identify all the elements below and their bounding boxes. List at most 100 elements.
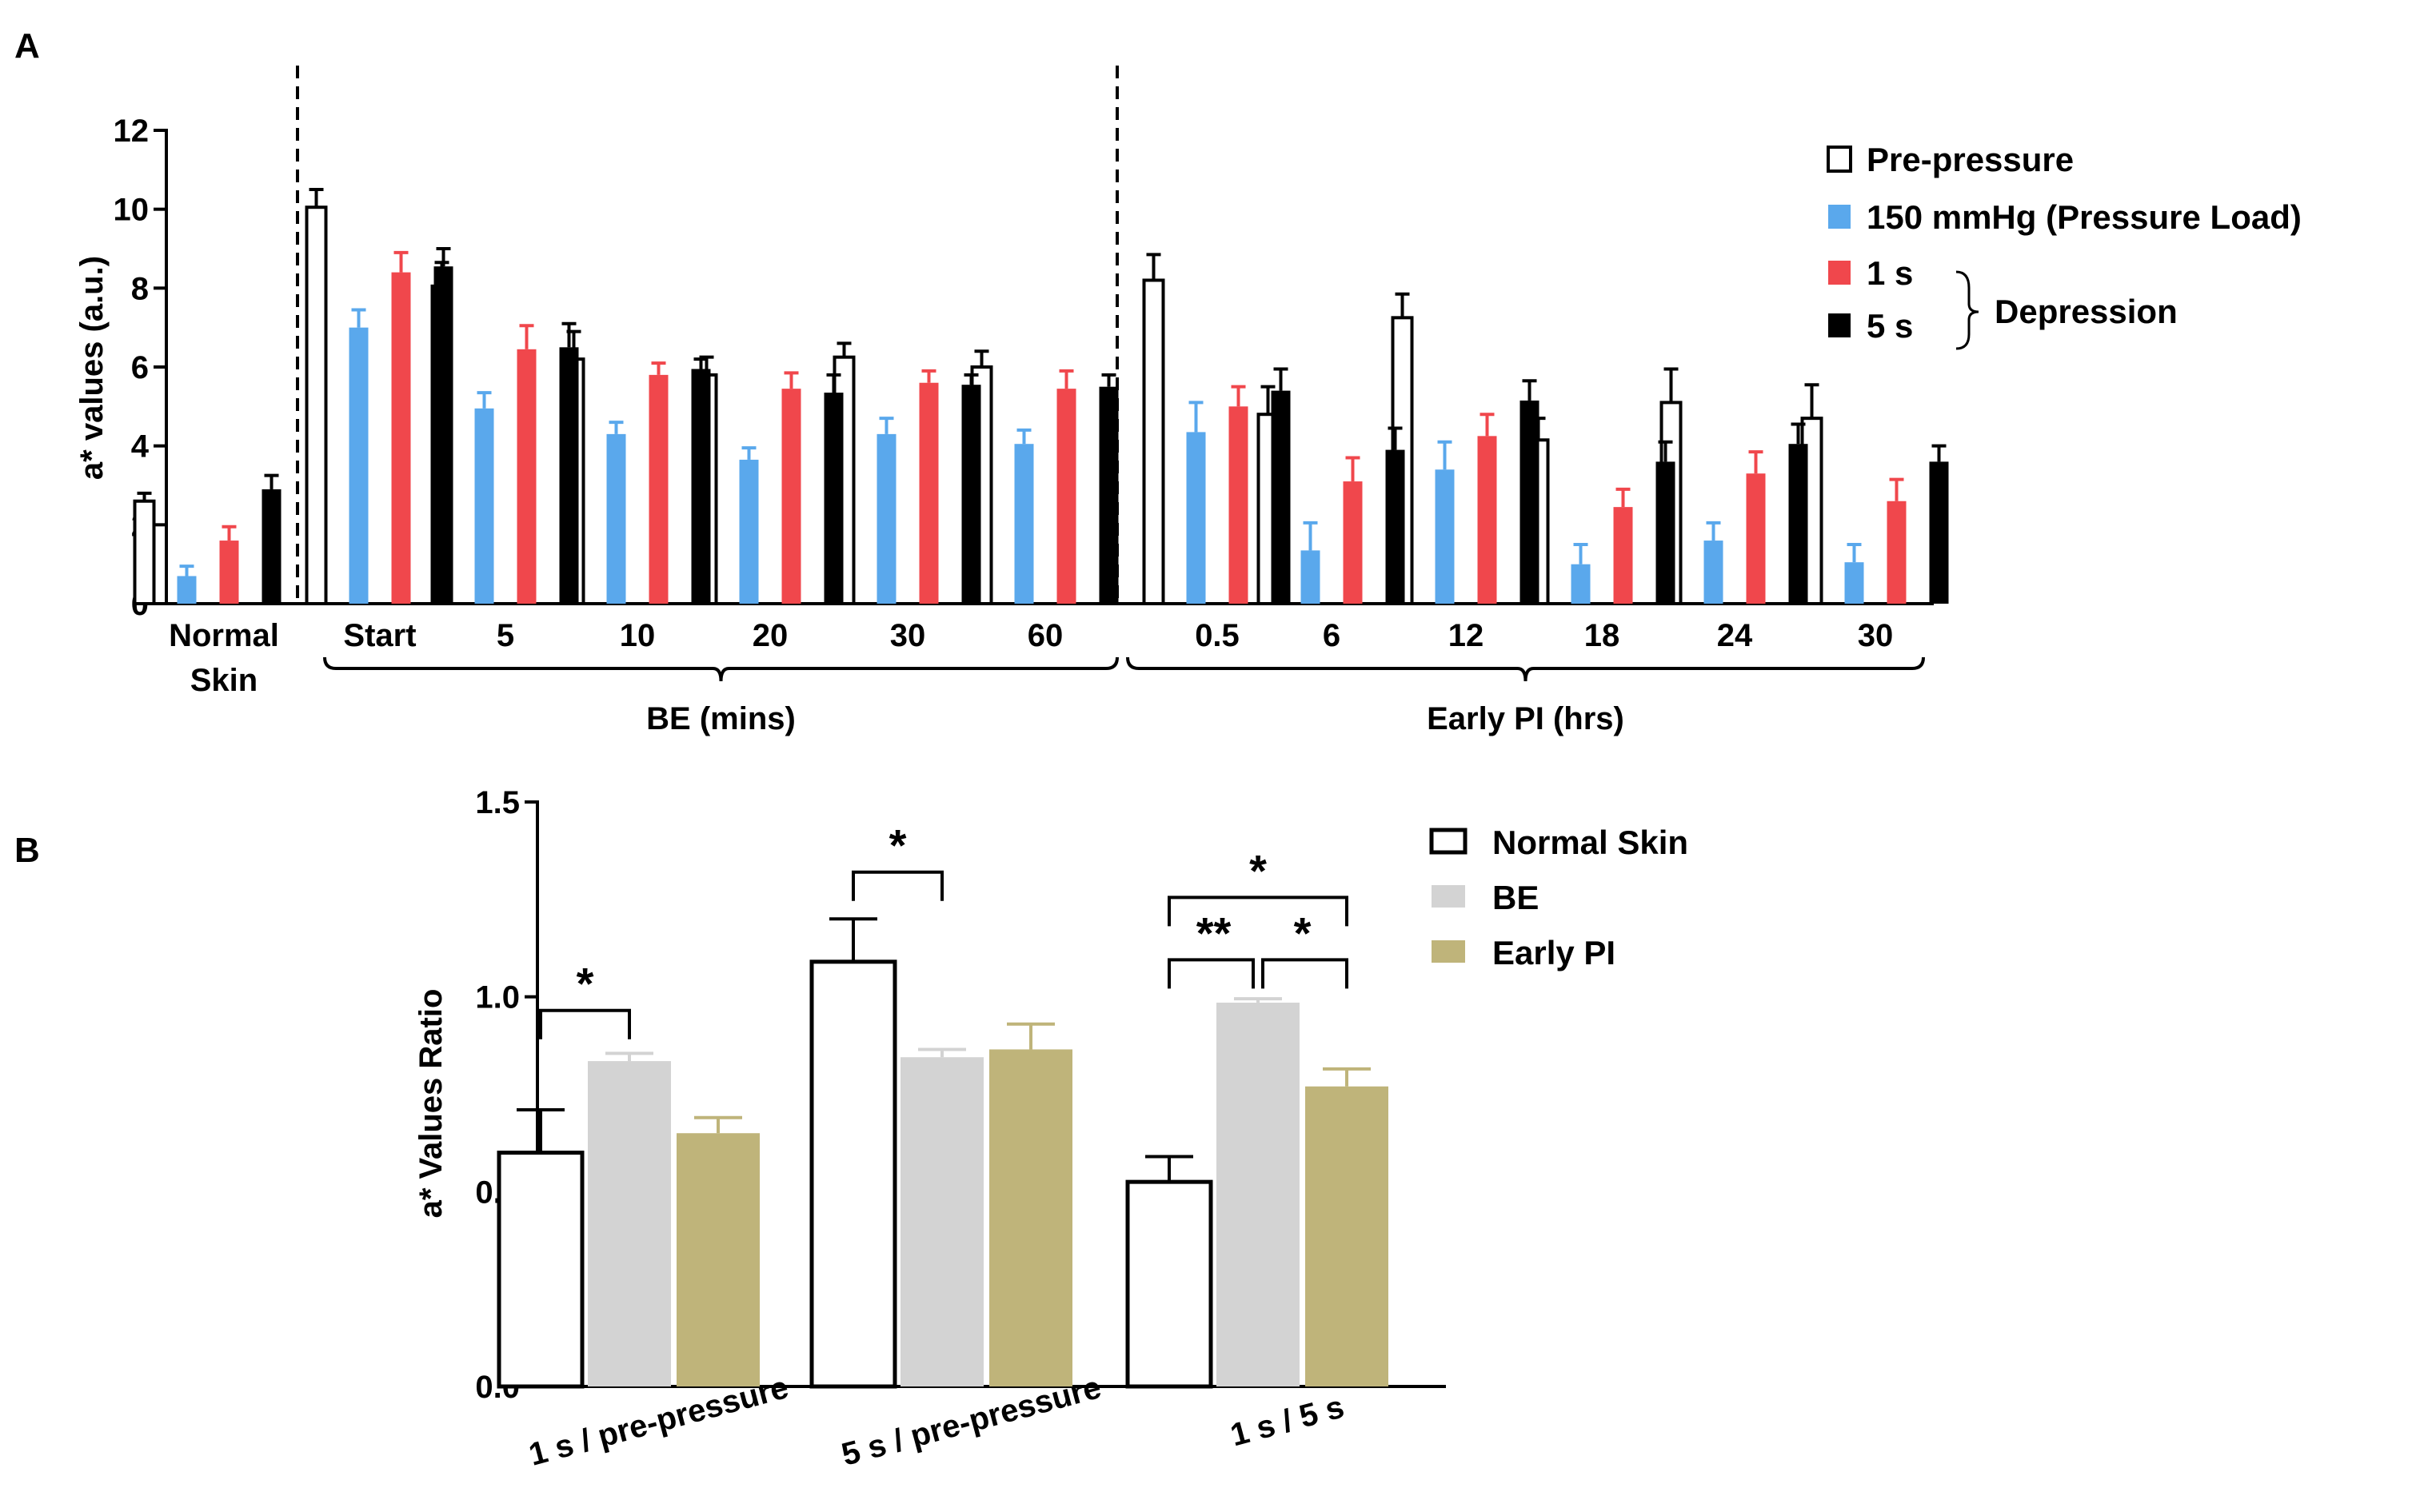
panel-a-category-label: Normal Skin <box>169 618 279 698</box>
panel-a-bar-5-s-20 <box>824 393 844 604</box>
panel-a-bar-pre-pressure-start <box>305 205 328 605</box>
panel-b-bar-normal-skin-5-s-pre-pressure <box>809 959 897 1389</box>
panel-a-group-brace <box>323 656 1119 682</box>
panel-a-group-brace <box>1126 656 1925 682</box>
panel-a-legend-label-5-s: 5 s <box>1867 307 1913 345</box>
panel-a-category-label: 60 <box>1028 618 1064 653</box>
panel-a-bar-150-mmhg-pressure-load-0-5 <box>1186 432 1206 604</box>
significance-marker: * <box>577 959 594 1009</box>
panel-b-bar-be-5-s-pre-pressure <box>901 1057 984 1386</box>
panel-a-y-tick-label: 12 <box>114 114 150 149</box>
panel-a-category-label: 30 <box>1858 618 1894 653</box>
panel-b-bar-be-1-s-pre-pressure <box>588 1061 671 1386</box>
panel-a-y-tick-label: 10 <box>114 193 150 228</box>
panel-a-bar-5-s-60 <box>1099 386 1119 604</box>
panel-a-bar-150-mmhg-pressure-load-12 <box>1435 469 1455 604</box>
panel-a-category-label: 0.5 <box>1195 618 1240 653</box>
panel-a-legend-swatch-pre-pressure <box>1827 146 1852 173</box>
panel-b-bar-be-1-s-5-s <box>1216 1002 1300 1386</box>
panel-b-y-tick-label: 1.5 <box>475 785 520 820</box>
panel-a-bar-1-s-5 <box>517 349 537 604</box>
panel-a-bar-5-s-normal-skin <box>262 489 282 604</box>
panel-a-group-label: BE (mins) <box>646 701 796 736</box>
panel-a-bar-150-mmhg-pressure-load-30 <box>877 433 897 604</box>
panel-b-legend-label-early-pi: Early PI <box>1492 934 1615 971</box>
panel-a-legend-label-1-s: 1 s <box>1867 254 1913 292</box>
panel-a-bar-150-mmhg-pressure-load-20 <box>739 459 759 604</box>
significance-bracket <box>1168 896 1348 927</box>
panel-a-bar-1-s-60 <box>1056 389 1076 604</box>
panel-a-bar-5-s-18 <box>1655 461 1675 604</box>
panel-b-legend-swatch-early-pi <box>1432 940 1465 963</box>
significance-bracket <box>852 870 944 901</box>
panel-a-bar-5-s-24 <box>1788 444 1808 604</box>
panel-a-bar-5-s-12 <box>1519 400 1539 604</box>
panel-a-bar-pre-pressure-0-5 <box>1142 278 1165 605</box>
panel-b-legend-label-be: BE <box>1492 879 1539 916</box>
panel-a-label: A <box>14 26 40 66</box>
panel-a-y-axis-label: a* values (a.u.) <box>74 256 110 480</box>
panel-a-bar-150-mmhg-pressure-load-normal-skin <box>177 576 197 604</box>
panel-a-bar-150-mmhg-pressure-load-30 <box>1844 562 1864 604</box>
panel-a-bar-5-s-6 <box>1385 449 1405 604</box>
panel-a-category-label: 20 <box>753 618 789 653</box>
panel-b-bar-normal-skin-1-s-pre-pressure <box>497 1151 585 1389</box>
panel-b-y-axis-label: a* Values Ratio <box>413 989 449 1219</box>
panel-a-group-label: Early PI (hrs) <box>1427 701 1624 736</box>
panel-a-category-label: 6 <box>1323 618 1340 653</box>
panel-b-bar-normal-skin-1-s-5-s <box>1125 1179 1213 1389</box>
panel-a-bar-1-s-18 <box>1613 507 1633 604</box>
panel-b-legend-swatch-be <box>1432 885 1465 908</box>
panel-a-legend-label-150-mmhg-pressure-load: 150 mmHg (Pressure Load) <box>1867 198 2302 236</box>
panel-a-category-label: 10 <box>620 618 656 653</box>
significance-marker: * <box>889 820 907 871</box>
panel-a-category-label-line: Normal <box>169 618 279 653</box>
significance-marker: * <box>1249 845 1267 896</box>
panel-a-legend-swatch-5-s <box>1828 313 1851 337</box>
panel-a-bar-1-s-24 <box>1746 473 1766 604</box>
panel-a-category-label: Start <box>343 618 416 653</box>
panel-a-bar-1-s-start <box>391 272 411 604</box>
significance-bracket <box>1261 958 1348 989</box>
significance-marker: ** <box>1196 908 1232 958</box>
panel-a-legend-swatch-1-s <box>1828 261 1851 285</box>
panel-a-bar-150-mmhg-pressure-load-5 <box>474 408 494 604</box>
panel-a-y-tick-label: 4 <box>131 429 150 465</box>
significance-bracket <box>539 1008 631 1039</box>
panel-b-bar-early-pi-1-s-5-s <box>1305 1086 1388 1386</box>
panel-a-chart: 024681012a* values (a.u.)NormalSkinStart… <box>74 66 2302 736</box>
panel-b-category-label: 1 s / 5 s <box>1227 1389 1348 1453</box>
panel-a-bar-150-mmhg-pressure-load-6 <box>1300 550 1320 604</box>
panel-a-category-label: 12 <box>1448 618 1484 653</box>
panel-a-category-label-line: Skin <box>190 663 258 698</box>
panel-b-y-tick-label: 1.0 <box>475 980 520 1015</box>
panel-b-bar-early-pi-1-s-pre-pressure <box>677 1133 760 1386</box>
panel-a-bar-150-mmhg-pressure-load-18 <box>1571 564 1591 604</box>
panel-a-category-label: 30 <box>890 618 926 653</box>
panel-a-bar-5-s-30 <box>1929 461 1949 604</box>
panel-b-legend-label-normal-skin: Normal Skin <box>1492 824 1688 861</box>
panel-a-bar-1-s-12 <box>1477 436 1497 604</box>
panel-a-category-label: 5 <box>497 618 514 653</box>
panel-a-category-label: 24 <box>1717 618 1753 653</box>
panel-a-bar-150-mmhg-pressure-load-24 <box>1703 541 1723 604</box>
panel-a-bar-1-s-10 <box>649 374 669 604</box>
panel-a-bar-150-mmhg-pressure-load-60 <box>1014 444 1034 604</box>
panel-a-bar-1-s-30 <box>1887 501 1907 604</box>
panel-a-bar-150-mmhg-pressure-load-10 <box>606 433 626 604</box>
panel-b-legend-swatch-normal-skin <box>1429 828 1468 855</box>
panel-a-y-tick-label: 8 <box>131 271 149 306</box>
panel-a-bar-5-s-10 <box>691 369 711 604</box>
panel-a-bar-5-s-5 <box>559 347 579 604</box>
panel-a-bar-5-s-start <box>433 266 453 604</box>
panel-a-legend-swatch-150-mmhg-pressure-load <box>1828 205 1851 229</box>
panel-a-bar-5-s-30 <box>961 385 981 604</box>
panel-a-bar-pre-pressure-normal-skin <box>133 499 156 605</box>
panel-a-category-label: 18 <box>1584 618 1620 653</box>
panel-a-bar-1-s-6 <box>1343 481 1363 604</box>
panel-a-legend-label-pre-pressure: Pre-pressure <box>1867 141 2074 178</box>
panel-a-bar-1-s-normal-skin <box>219 541 239 604</box>
panel-a-legend-bracket-label: Depression <box>1995 293 2178 330</box>
panel-a-bar-1-s-30 <box>919 382 939 604</box>
